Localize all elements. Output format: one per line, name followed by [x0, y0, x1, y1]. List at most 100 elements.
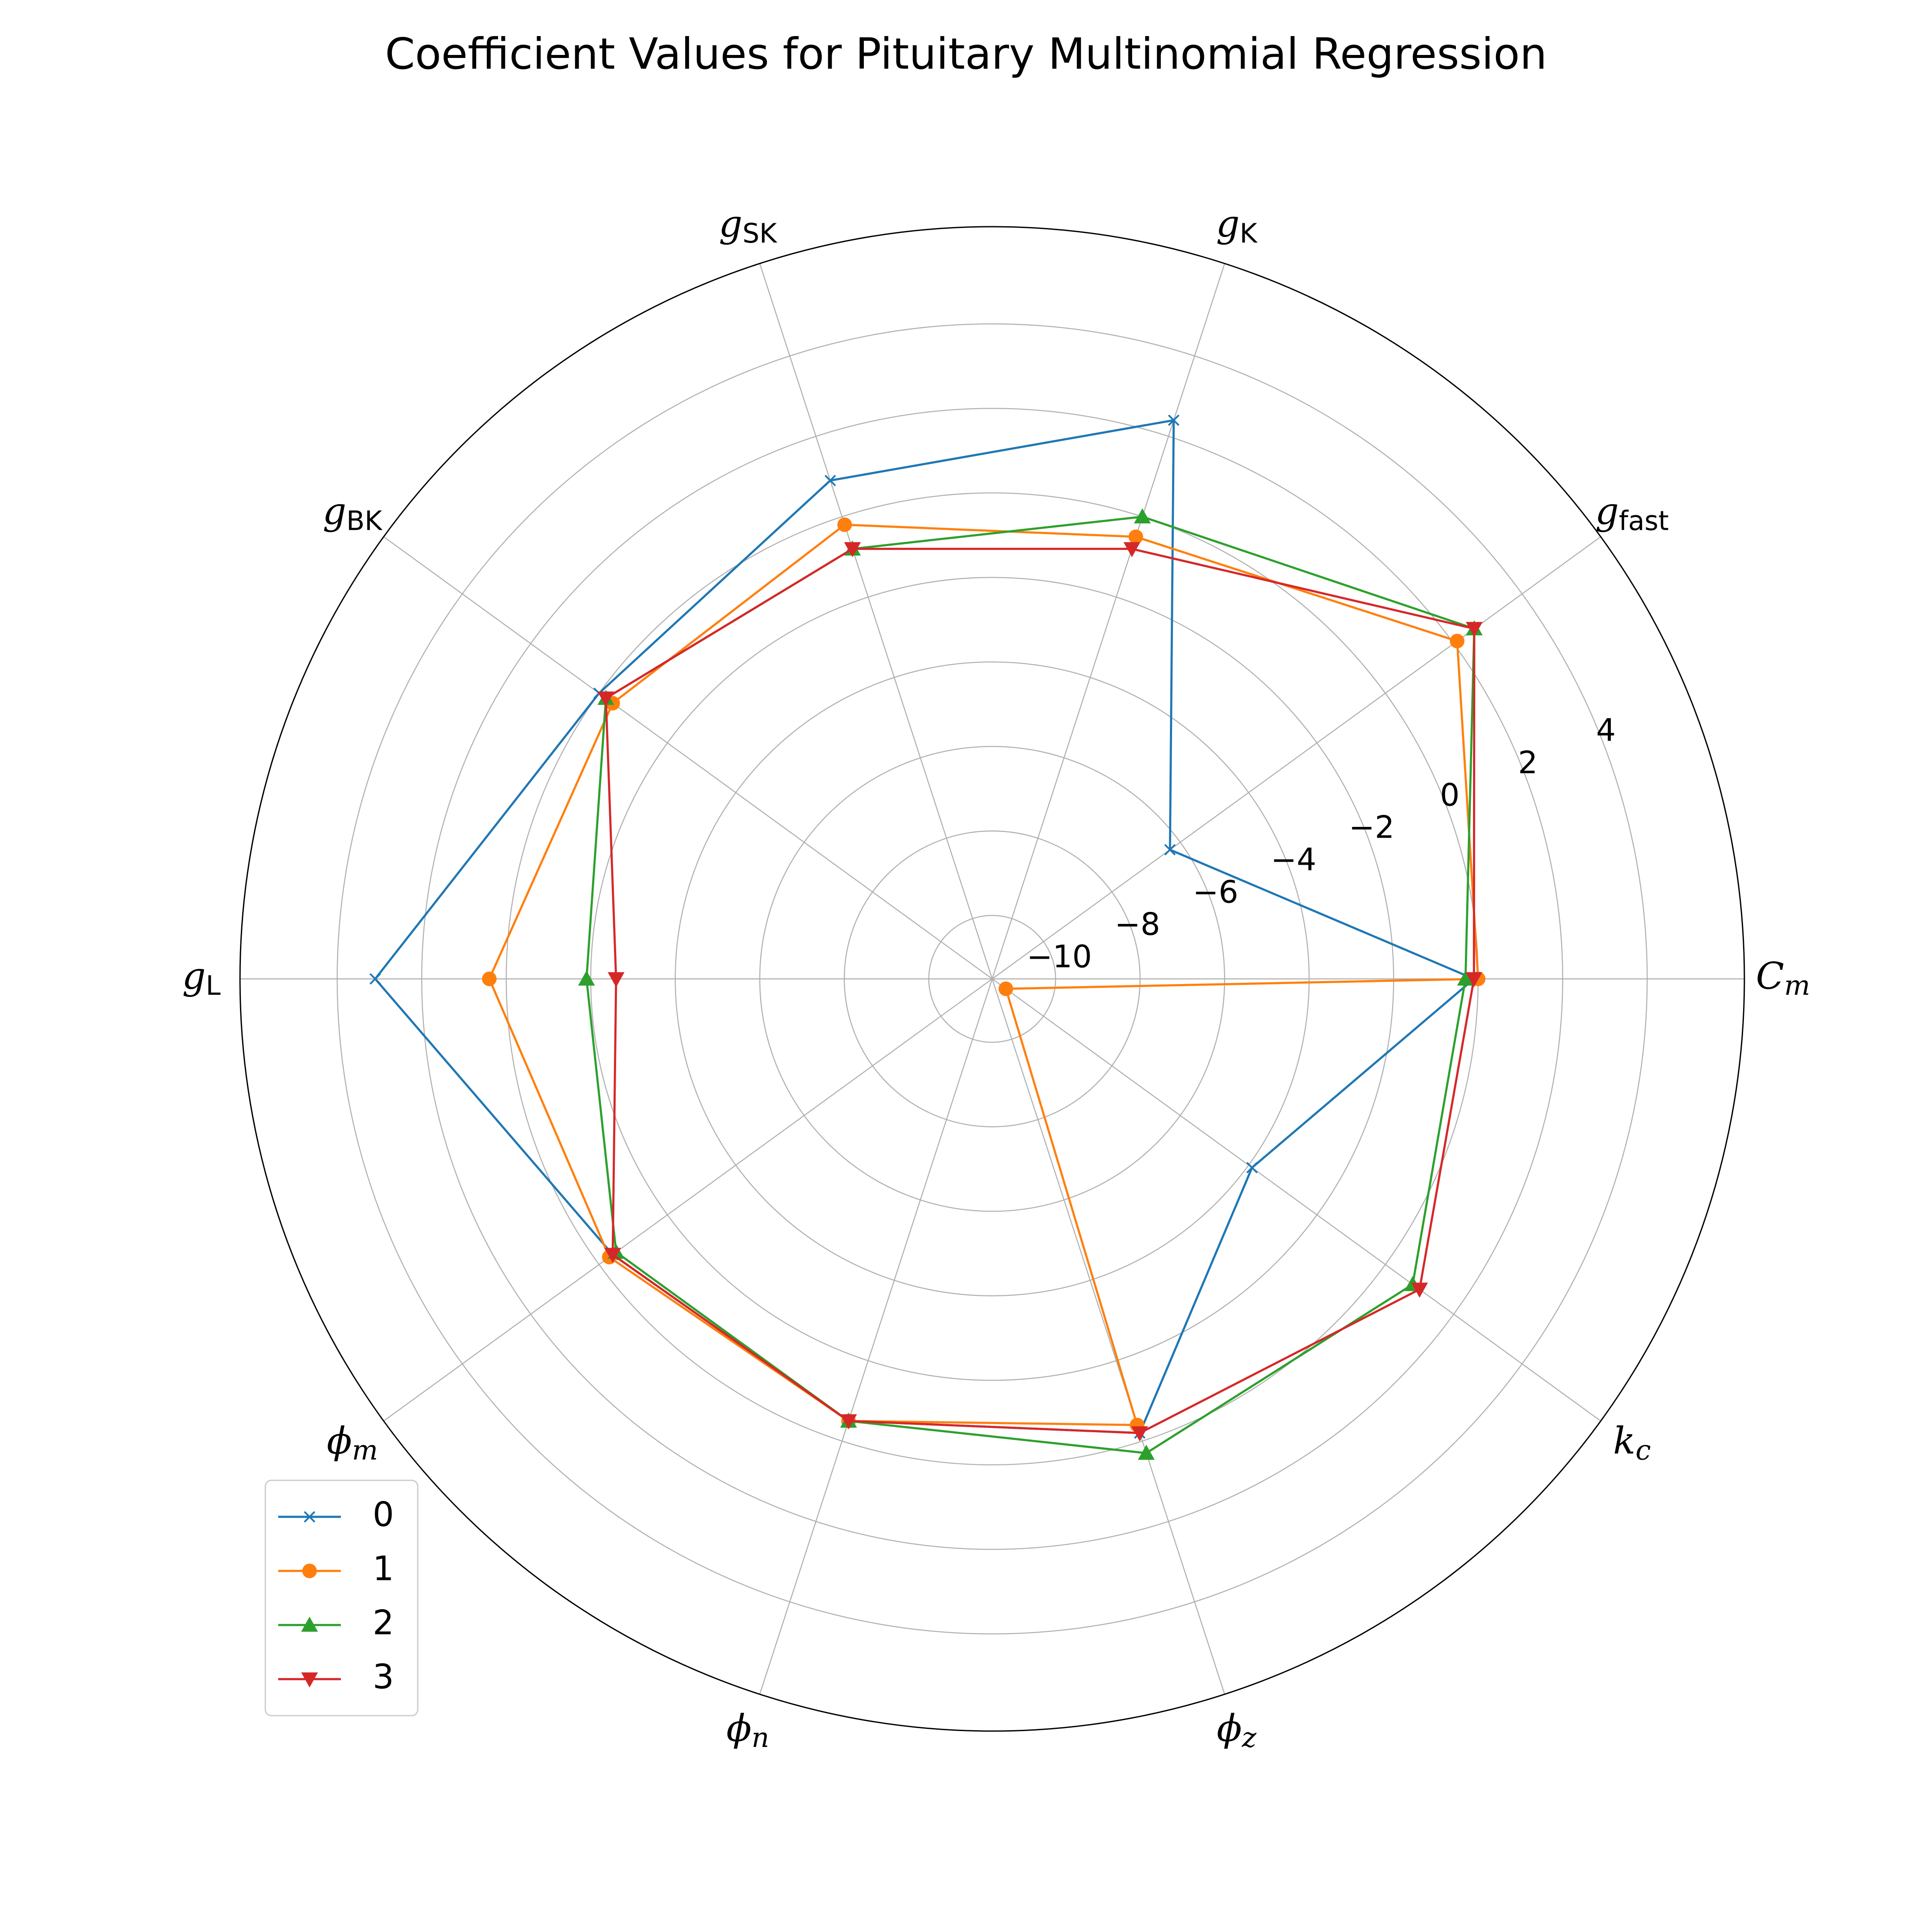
- spoke-line: [992, 536, 1601, 979]
- r-tick-label: −10: [1027, 939, 1092, 975]
- data-point-marker: [482, 972, 497, 986]
- axis-label-sub: m: [352, 1434, 378, 1466]
- axis-label-sub: c: [1635, 1434, 1651, 1466]
- axis-label-var: ϕ: [726, 1707, 752, 1750]
- axis-label: gL: [182, 955, 221, 1002]
- grid-circle: [674, 661, 1310, 1297]
- data-point-marker: [1449, 634, 1464, 649]
- grid-circle: [337, 323, 1648, 1634]
- data-point-marker: [301, 1616, 318, 1632]
- axis-label-var: k: [1613, 1419, 1635, 1462]
- data-point-marker: [301, 1672, 318, 1688]
- data-point-marker: [824, 474, 836, 486]
- legend-entry-label: 3: [373, 1658, 394, 1696]
- axis-label-var: g: [182, 955, 206, 998]
- series-layer: [369, 414, 1485, 1460]
- axis-label-sub: BK: [346, 505, 383, 536]
- axis-label-var: g: [1216, 203, 1239, 246]
- axis-label-var: g: [719, 203, 742, 246]
- marker-stroke: [1168, 414, 1180, 426]
- series-3: [597, 542, 1483, 1442]
- data-point-marker: [604, 1248, 621, 1263]
- marker-stroke: [369, 973, 381, 985]
- data-point-marker: [1457, 970, 1474, 986]
- series-2: [578, 508, 1483, 1460]
- data-point-marker: [840, 1414, 857, 1430]
- legend: 0 1 2 3: [264, 1479, 419, 1716]
- grid-circle: [759, 746, 1225, 1212]
- polar-grid: [239, 226, 1745, 1732]
- spoke-line: [383, 536, 993, 979]
- data-point-marker: [302, 1564, 317, 1578]
- spoke-line: [759, 263, 993, 979]
- series-line: [488, 523, 1479, 1426]
- axis-label-var: ϕ: [327, 1419, 352, 1462]
- series-0: [369, 414, 1480, 1439]
- polar-frame: [239, 226, 1745, 1732]
- marker-stroke: [1246, 1162, 1258, 1174]
- spoke-line: [383, 978, 993, 1422]
- axis-label-sub: L: [206, 970, 221, 1001]
- data-point-marker: [578, 970, 595, 986]
- grid-circle: [844, 830, 1141, 1127]
- spoke-line: [991, 978, 1225, 1695]
- axis-label: ϕm: [327, 1419, 378, 1466]
- marker-stroke: [824, 474, 836, 486]
- axis-label-var: C: [1756, 955, 1784, 998]
- data-point-marker: [1168, 414, 1180, 426]
- data-point-marker: [1134, 508, 1151, 524]
- axis-label: kc: [1613, 1419, 1651, 1466]
- series-line: [605, 547, 1476, 1434]
- r-tick-label: 4: [1596, 712, 1616, 748]
- r-tick-label: −4: [1271, 841, 1316, 878]
- data-point-marker: [1131, 1426, 1148, 1442]
- data-point-marker: [1465, 972, 1482, 987]
- grid-circle: [928, 915, 1056, 1043]
- axis-label-sub: z: [1242, 1722, 1257, 1753]
- spoke-line: [992, 978, 1601, 1422]
- r-tick-label: −8: [1115, 906, 1160, 942]
- axis-label: gfast: [1595, 490, 1669, 537]
- axis-label: gBK: [323, 490, 383, 537]
- data-point-marker: [304, 1511, 316, 1523]
- spoke-line: [759, 978, 993, 1695]
- spoke-line: [991, 263, 1225, 979]
- data-point-marker: [837, 517, 852, 532]
- data-point-marker: [1411, 1282, 1428, 1298]
- axis-label-var: g: [323, 490, 346, 533]
- data-point-marker: [844, 542, 861, 557]
- legend-entry-label: 1: [373, 1549, 394, 1588]
- data-point-marker: [1246, 1162, 1258, 1174]
- legend-box: [264, 1479, 419, 1716]
- chart-title: Coefficient Values for Pituitary Multino…: [385, 29, 1547, 79]
- axis-label-sub: m: [1784, 970, 1810, 1002]
- data-point-marker: [998, 981, 1013, 996]
- grid-circle: [421, 408, 1563, 1550]
- series-1: [482, 517, 1485, 1433]
- radial-tick-labels: −10 −8 −6 −4 −2 0 2 4: [1027, 712, 1616, 975]
- axis-label-sub: n: [751, 1722, 769, 1753]
- data-point-marker: [369, 973, 381, 985]
- data-point-marker: [597, 691, 614, 707]
- axis-label: ϕn: [726, 1707, 769, 1753]
- axis-label-sub: K: [1239, 218, 1258, 249]
- r-tick-label: 0: [1440, 777, 1460, 813]
- r-tick-label: −2: [1349, 809, 1394, 845]
- axis-label: ϕz: [1217, 1707, 1257, 1753]
- data-point-marker: [608, 972, 625, 987]
- axis-label: Cm: [1756, 955, 1810, 1002]
- axis-label-var: g: [1595, 490, 1619, 533]
- r-tick-label: 2: [1518, 744, 1538, 781]
- data-point-marker: [1123, 542, 1140, 557]
- data-point-marker: [1128, 529, 1143, 544]
- axis-label-var: ϕ: [1217, 1707, 1242, 1750]
- data-point-marker: [1138, 1445, 1155, 1460]
- marker-stroke: [304, 1511, 316, 1523]
- r-tick-label: −6: [1193, 874, 1238, 910]
- series-line: [585, 515, 1476, 1455]
- data-point-marker: [1466, 622, 1483, 637]
- legend-entry-label: 0: [373, 1495, 394, 1534]
- legend-entry-label: 2: [373, 1604, 394, 1642]
